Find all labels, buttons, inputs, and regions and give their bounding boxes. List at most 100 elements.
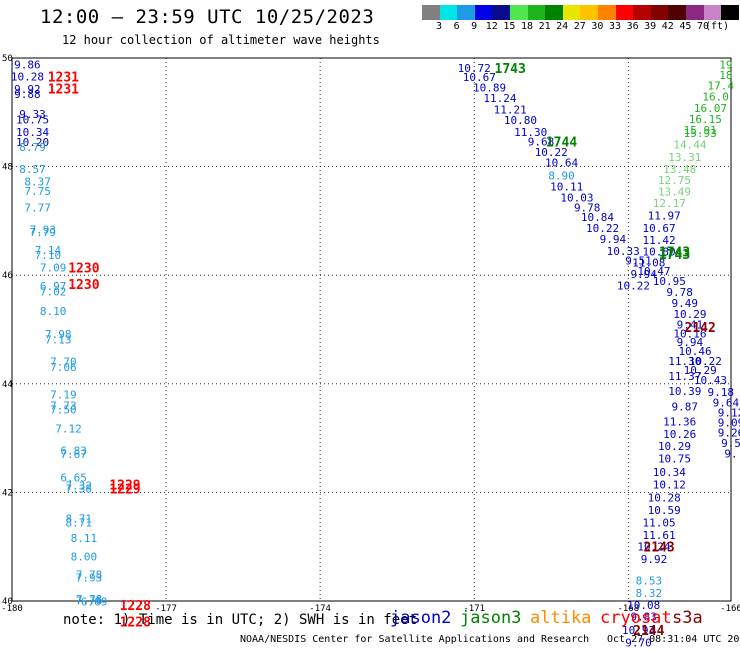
wave-height-label: 9.26	[718, 427, 740, 440]
credit-line: NOAA/NESDIS Center for Satellite Applica…	[240, 634, 590, 645]
color-swatch	[615, 5, 634, 20]
wave-height-label: 7.75	[24, 185, 51, 198]
color-scale-tick: 70	[696, 21, 710, 32]
wave-height-label: 16.07	[694, 102, 727, 115]
wave-height-label: 9.51	[625, 255, 652, 268]
wave-height-label: 9.33	[19, 108, 46, 121]
wave-height-label: 9.64	[713, 396, 740, 409]
wave-height-label: 10.95	[653, 275, 686, 288]
wave-height-label: 10.28	[11, 70, 44, 83]
wave-height-label: 6.69	[81, 596, 108, 609]
color-scale-tick: 36	[626, 21, 639, 32]
x-tick-label: -174	[309, 604, 331, 614]
wave-height-label: 7.93	[30, 224, 57, 237]
wave-height-label: 8.57	[19, 163, 46, 176]
y-tick-label: 40	[2, 597, 13, 607]
pass-time-label: 1743	[659, 248, 690, 263]
wave-height-label: 9.83	[630, 611, 657, 624]
y-tick-label: 48	[2, 163, 13, 173]
wave-height-label: 10.75	[658, 453, 691, 466]
wave-height-label: 7.14	[35, 244, 62, 257]
wave-height-label: 9.92	[641, 553, 668, 566]
wave-height-label: 10.89	[473, 81, 506, 94]
color-scale-tick: 39	[644, 21, 657, 32]
x-tick-label: -166	[720, 604, 740, 614]
wave-height-label: 9.88	[14, 88, 41, 101]
y-tick-label: 46	[2, 271, 13, 281]
wave-height-label: 9.49	[672, 297, 699, 310]
wave-height-label: 7.10	[35, 249, 62, 262]
wave-height-label: 6.65	[60, 472, 87, 485]
footer-note: note: 1) Time is in UTC; 2) SWH is in fe…	[63, 612, 418, 628]
y-tick-label: 50	[2, 54, 13, 64]
wave-height-label: 19	[719, 59, 732, 72]
pass-time-label: 1229	[109, 483, 140, 498]
wave-height-label: 13.48	[663, 163, 696, 176]
wave-height-label: 10.08	[627, 599, 660, 612]
wave-height-label: 7.73	[50, 400, 77, 413]
wave-height-label: 16.15	[689, 113, 722, 126]
pass-time-label: 1228	[120, 599, 151, 614]
color-scale-tick: 3	[435, 21, 443, 32]
x-tick-label: -171	[463, 604, 485, 614]
wave-height-label: 10.93	[622, 624, 655, 637]
wave-height-label: 7.76	[76, 594, 103, 607]
wave-height-label: 13.49	[658, 186, 691, 199]
y-tick-label: 44	[2, 380, 13, 390]
color-scale-tick: 24	[556, 21, 569, 32]
wave-height-label: 10.29	[658, 440, 691, 453]
wave-height-label: 16.0	[702, 91, 729, 104]
color-scale-tick: 6	[453, 21, 460, 32]
wave-height-label: 9.94	[600, 233, 627, 246]
wave-height-label: 10.34	[16, 126, 49, 139]
plot-frame	[11, 57, 732, 602]
wave-height-label: 7.78	[76, 568, 103, 581]
wave-height-label: 9.70	[625, 636, 652, 649]
wave-height-label: 10.22	[617, 280, 650, 293]
pass-time-label: 1231	[48, 82, 79, 97]
pass-time-label: 2144	[633, 624, 664, 639]
wave-height-label: 7.50	[50, 403, 77, 416]
legend-jason2: jason2	[390, 608, 452, 628]
wave-height-label: 12.75	[658, 174, 691, 187]
wave-height-label: 13.31	[668, 151, 701, 164]
wave-height-label: 11.37	[668, 370, 701, 383]
wave-height-label: 15.91	[684, 124, 717, 137]
wave-height-label: 8.53	[636, 574, 663, 587]
wave-height-label: 15.93	[684, 127, 717, 140]
wave-height-label: 9.86	[14, 59, 41, 72]
color-scale-tick: 33	[608, 21, 622, 32]
pass-time-label: 1743	[659, 245, 690, 260]
wave-height-label: 9.09	[718, 416, 740, 429]
wave-height-label: 9.94	[677, 336, 704, 349]
wave-height-label: 17.4	[707, 80, 734, 93]
color-swatch	[650, 5, 669, 20]
wave-height-label: 10.22	[586, 222, 619, 235]
wave-height-label: 10.22	[689, 355, 722, 368]
wave-height-label: 10.39	[668, 385, 701, 398]
color-scale-tick: 42	[661, 21, 674, 32]
wave-height-label: 11.21	[494, 104, 527, 117]
wave-height-label: 10.43	[694, 374, 727, 387]
pass-time-label: 1231	[48, 70, 79, 85]
wave-height-label: 6.97	[40, 280, 67, 293]
wave-height-label: 14.44	[673, 138, 706, 151]
wave-height-label: 10.24	[637, 541, 670, 554]
color-scale-tick: 15	[503, 21, 516, 32]
color-swatch	[492, 5, 510, 20]
wave-height-label: 10.11	[550, 181, 583, 194]
wave-height-label: 7.19	[50, 389, 77, 402]
wave-height-label: 18	[719, 69, 732, 82]
wave-height-label: 10.28	[648, 491, 681, 504]
chart-title: 12:00 – 23:59 UTC 10/25/2023	[40, 6, 375, 28]
wave-height-label: 8.11	[71, 532, 98, 545]
color-swatch	[439, 5, 458, 20]
wave-height-label: 8.90	[548, 169, 575, 182]
wave-height-label: 7.67	[60, 448, 87, 461]
wave-height-label: 8.10	[40, 305, 67, 318]
wave-height-label: 10.29	[684, 364, 717, 377]
pass-time-label: 1744	[546, 136, 577, 151]
wave-height-label: 7.38	[66, 483, 93, 496]
wave-height-label: 10.67	[463, 71, 496, 84]
color-swatch	[668, 5, 686, 20]
